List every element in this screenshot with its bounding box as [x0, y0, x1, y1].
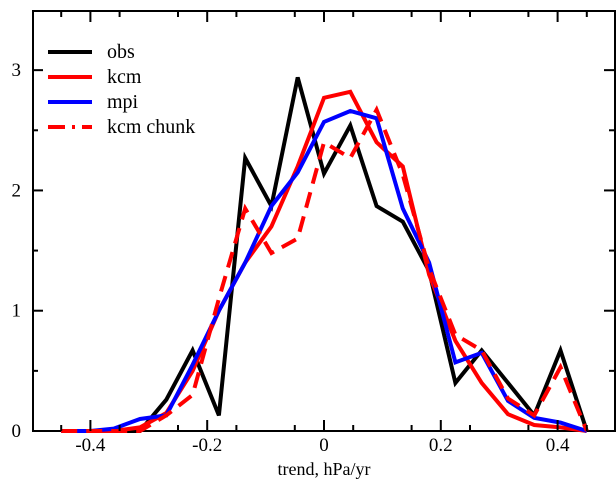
- x-tick-label: -0.4: [75, 435, 106, 456]
- y-tick-label: 1: [12, 301, 22, 322]
- series-line-kcm: [61, 89, 588, 433]
- y-tick-label: 2: [12, 180, 22, 201]
- legend-label: mpi: [107, 91, 139, 113]
- x-tick-label: 0.2: [429, 435, 453, 456]
- y-tick-label: 3: [12, 60, 22, 81]
- series-line-kcm-chunk: [61, 105, 589, 433]
- legend: obs kcm mpi kcm chunk: [48, 41, 195, 138]
- ticks-layer: -0.4 -0.2 0 0.2 0.4 0 1 2 3: [12, 11, 615, 456]
- y-tick-label: 0: [12, 421, 22, 442]
- x-tick-label: 0: [319, 435, 329, 456]
- legend-label: kcm chunk: [107, 116, 195, 138]
- x-tick-label: 0.4: [546, 435, 570, 456]
- legend-label: obs: [107, 41, 135, 63]
- x-axis-title: trend, hPa/yr: [278, 459, 371, 479]
- x-tick-label: -0.2: [192, 435, 222, 456]
- legend-label: kcm: [107, 66, 142, 88]
- series-layer: [61, 76, 589, 433]
